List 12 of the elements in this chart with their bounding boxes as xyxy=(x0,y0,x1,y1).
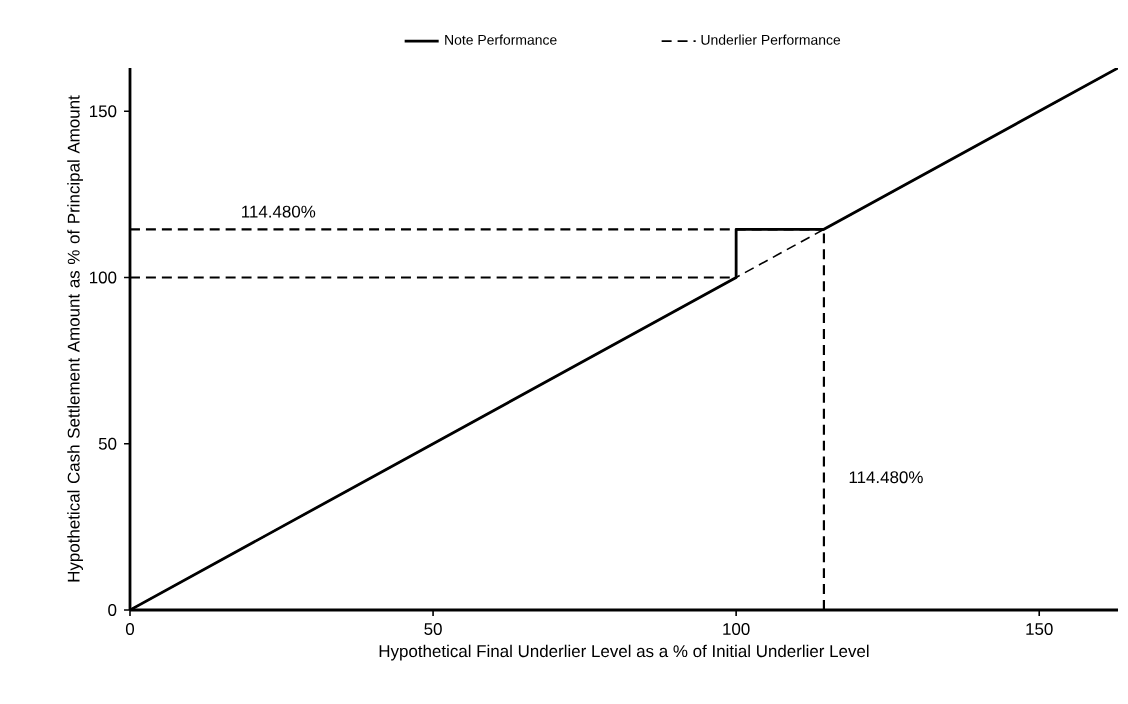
x-tick-label: 0 xyxy=(125,623,135,635)
x-tick-label: 150 xyxy=(1026,623,1053,635)
y-tick-label: 150 xyxy=(90,105,117,118)
annotation: 114.480% xyxy=(849,471,923,484)
y-axis-title: Hypothetical Cash Settlement Amount as % of Principal Amount xyxy=(67,95,83,582)
y-tick-label: 100 xyxy=(90,271,117,284)
y-tick-label: 50 xyxy=(98,437,117,450)
x-tick-label: 50 xyxy=(424,623,442,635)
x-tick-label: 100 xyxy=(723,623,750,635)
x-axis-title: Hypothetical Final Underlier Level as a % of Initial Underlier Level xyxy=(379,644,869,661)
y-tick-label: 0 xyxy=(108,604,117,616)
annotation: 114.480% xyxy=(242,205,316,218)
